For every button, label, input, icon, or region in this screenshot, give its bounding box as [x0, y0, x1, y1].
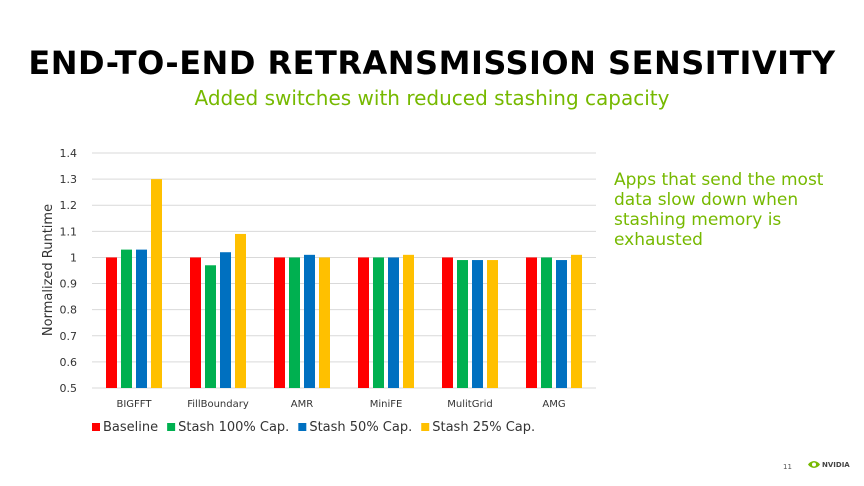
x-tick-label: MiniFE	[370, 399, 403, 410]
y-tick-label: 1.1	[60, 225, 78, 238]
bar-stash-50-cap--fillboundary	[220, 252, 231, 388]
slide-subtitle: Added switches with reduced stashing cap…	[194, 86, 670, 110]
gridlines	[92, 152, 596, 389]
callout-text: Apps that send the most data slow down w…	[614, 170, 824, 250]
legend-swatch	[167, 423, 176, 431]
legend-label: Stash 100% Cap.	[178, 420, 289, 435]
y-tick-label: 0.5	[60, 382, 78, 395]
bar-stash-100-cap--amg	[541, 257, 552, 388]
y-tick-label: 0.7	[60, 330, 78, 343]
x-tick-label: MulitGrid	[447, 399, 492, 410]
bar-baseline-bigfft	[106, 257, 117, 388]
bar-stash-25-cap--mulitgrid	[487, 260, 498, 388]
logo-text: NVIDIA	[822, 460, 850, 469]
y-tick-label: 0.6	[60, 356, 78, 369]
y-tick-label: 1.3	[60, 173, 78, 186]
bar-stash-100-cap--amr	[289, 257, 300, 388]
bar-stash-100-cap--mulitgrid	[457, 260, 468, 388]
y-tick-labels: 0.5 0.6 0.7 0.8 0.9 1 1.1 1.2 1.3 1.4	[60, 147, 78, 395]
bar-stash-100-cap--minife	[373, 257, 384, 388]
y-tick-label: 0.8	[60, 304, 78, 317]
bar-baseline-fillboundary	[190, 257, 201, 388]
bar-stash-50-cap--mulitgrid	[472, 260, 483, 388]
bar-baseline-mulitgrid	[442, 257, 453, 388]
bar-stash-50-cap--bigfft	[136, 249, 147, 388]
slide-title: END-TO-END RETRANSMISSION SENSITIVITY	[28, 44, 836, 82]
y-tick-label: 1.2	[60, 199, 78, 212]
bar-stash-50-cap--minife	[388, 257, 399, 388]
x-tick-labels: BIGFFT FillBoundary AMR MiniFE MulitGrid AMG	[117, 399, 566, 410]
page-number: 11	[783, 463, 792, 471]
legend-swatch	[92, 423, 100, 431]
bar-baseline-amg	[526, 257, 537, 388]
bar-baseline-minife	[358, 257, 369, 388]
bar-stash-50-cap--amg	[556, 260, 567, 388]
nvidia-logo: NVIDIA	[808, 460, 850, 469]
x-tick-label: AMG	[542, 399, 565, 410]
x-tick-label: BIGFFT	[117, 399, 153, 410]
bar-baseline-amr	[274, 257, 285, 388]
legend-swatch	[298, 423, 307, 431]
nvidia-eye-icon	[808, 461, 820, 468]
bar-stash-100-cap--bigfft	[121, 249, 132, 388]
bars	[106, 179, 582, 388]
legend: Baseline Stash 100% Cap. Stash 50% Cap. Sta…	[92, 420, 535, 435]
bar-stash-25-cap--amg	[571, 254, 582, 388]
x-tick-label: FillBoundary	[187, 399, 249, 410]
x-tick-label: AMR	[291, 399, 313, 410]
bar-stash-25-cap--minife	[403, 254, 414, 388]
y-axis-label: Normalized Runtime	[41, 204, 56, 336]
bar-stash-100-cap--fillboundary	[205, 265, 216, 388]
y-tick-label: 1.4	[60, 147, 78, 160]
legend-swatch	[421, 423, 430, 431]
bar-stash-25-cap--amr	[319, 257, 330, 388]
bar-stash-25-cap--bigfft	[151, 179, 162, 388]
bar-stash-50-cap--amr	[304, 254, 315, 388]
y-tick-label: 1	[70, 251, 77, 264]
legend-label: Stash 50% Cap.	[309, 420, 412, 435]
legend-label: Baseline	[103, 420, 158, 435]
y-tick-label: 0.9	[60, 278, 78, 291]
bar-stash-25-cap--fillboundary	[235, 233, 246, 388]
legend-label: Stash 25% Cap.	[432, 420, 535, 435]
